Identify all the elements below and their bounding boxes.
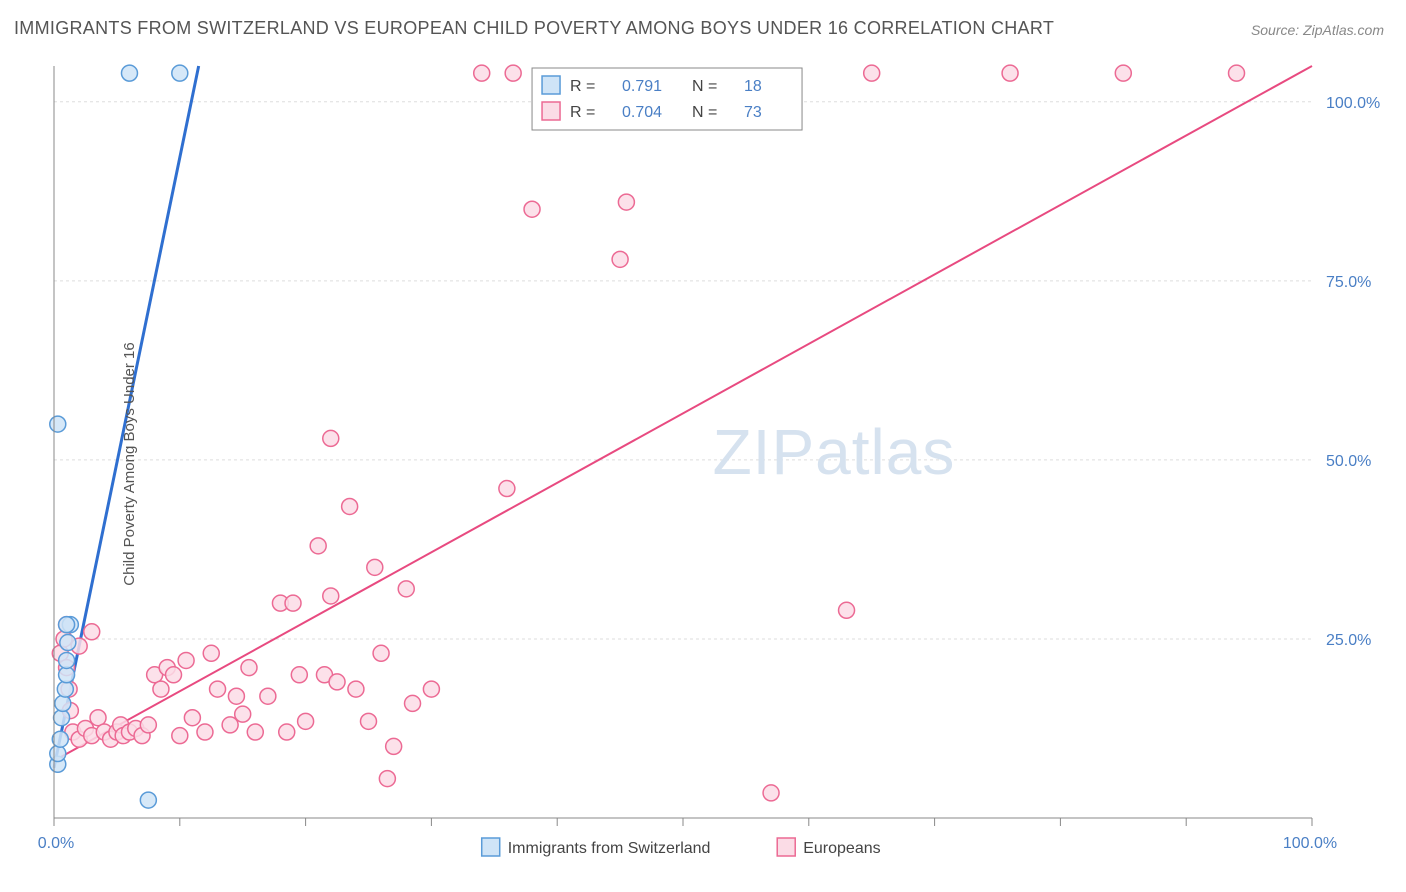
svg-text:R =: R = bbox=[570, 104, 595, 121]
svg-text:Immigrants from Switzerland: Immigrants from Switzerland bbox=[508, 840, 711, 857]
svg-text:73: 73 bbox=[744, 104, 762, 121]
svg-text:0.791: 0.791 bbox=[622, 78, 662, 95]
svg-text:N =: N = bbox=[692, 78, 717, 95]
chart-container: Child Poverty Among Boys Under 16 25.0% 5… bbox=[14, 50, 1392, 878]
y-axis-label: Child Poverty Among Boys Under 16 bbox=[121, 342, 138, 585]
svg-text:N =: N = bbox=[692, 104, 717, 121]
svg-text:100.0%: 100.0% bbox=[1326, 95, 1380, 112]
svg-text:Europeans: Europeans bbox=[803, 840, 880, 857]
svg-text:25.0%: 25.0% bbox=[1326, 632, 1371, 649]
svg-text:0.704: 0.704 bbox=[622, 104, 662, 121]
svg-text:50.0%: 50.0% bbox=[1326, 453, 1371, 470]
source-label: Source: ZipAtlas.com bbox=[1251, 22, 1384, 38]
svg-text:75.0%: 75.0% bbox=[1326, 274, 1371, 291]
svg-text:R =: R = bbox=[570, 78, 595, 95]
svg-text:18: 18 bbox=[744, 78, 762, 95]
scatter-chart: 25.0% 50.0% 75.0% 100.0% ZIPatlas 0.0% 100.0% R… bbox=[14, 50, 1392, 878]
svg-text:ZIPatlas: ZIPatlas bbox=[713, 416, 956, 488]
svg-text:100.0%: 100.0% bbox=[1283, 835, 1337, 852]
svg-text:0.0%: 0.0% bbox=[38, 835, 74, 852]
chart-title: IMMIGRANTS FROM SWITZERLAND VS EUROPEAN … bbox=[14, 18, 1054, 39]
